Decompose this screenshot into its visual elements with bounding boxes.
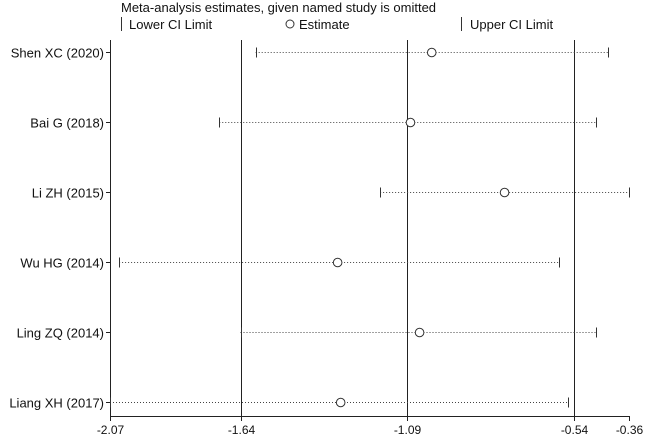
legend-lower-label: Lower CI Limit (129, 17, 212, 32)
estimate-point-5 (335, 397, 346, 408)
x-tick-label-2: -1.09 (394, 423, 422, 437)
legend-upper-label: Upper CI Limit (470, 17, 553, 32)
x-tick-label-0: -2.07 (97, 423, 125, 437)
study-label-3: Wu HG (2014) (20, 256, 104, 271)
plot-area: -2.07 -1.64 -1.09 -0.54 -0.36 Shen XC (2020) B… (9, 40, 643, 437)
estimate-point-1 (405, 117, 416, 128)
x-tick-label-1: -1.64 (228, 423, 256, 437)
study-label-0: Shen XC (2020) (11, 46, 104, 61)
legend-estimate-marker (285, 19, 295, 29)
study-label-2: Li ZH (2015) (32, 186, 104, 201)
estimate-point-0 (426, 47, 437, 58)
estimate-point-4 (414, 327, 425, 338)
estimate-point-2 (499, 187, 510, 198)
legend: Meta-analysis estimates, given named stu… (121, 0, 553, 32)
chart-title: Meta-analysis estimates, given named stu… (121, 0, 436, 15)
x-tick-label-3: -0.54 (561, 423, 589, 437)
x-tick-label-4: -0.36 (616, 423, 644, 437)
study-label-4: Ling ZQ (2014) (17, 326, 104, 341)
study-label-5: Liang XH (2017) (9, 396, 104, 411)
study-label-1: Bai G (2018) (30, 116, 104, 131)
estimate-point-3 (332, 257, 343, 268)
legend-estimate-label: Estimate (299, 17, 350, 32)
